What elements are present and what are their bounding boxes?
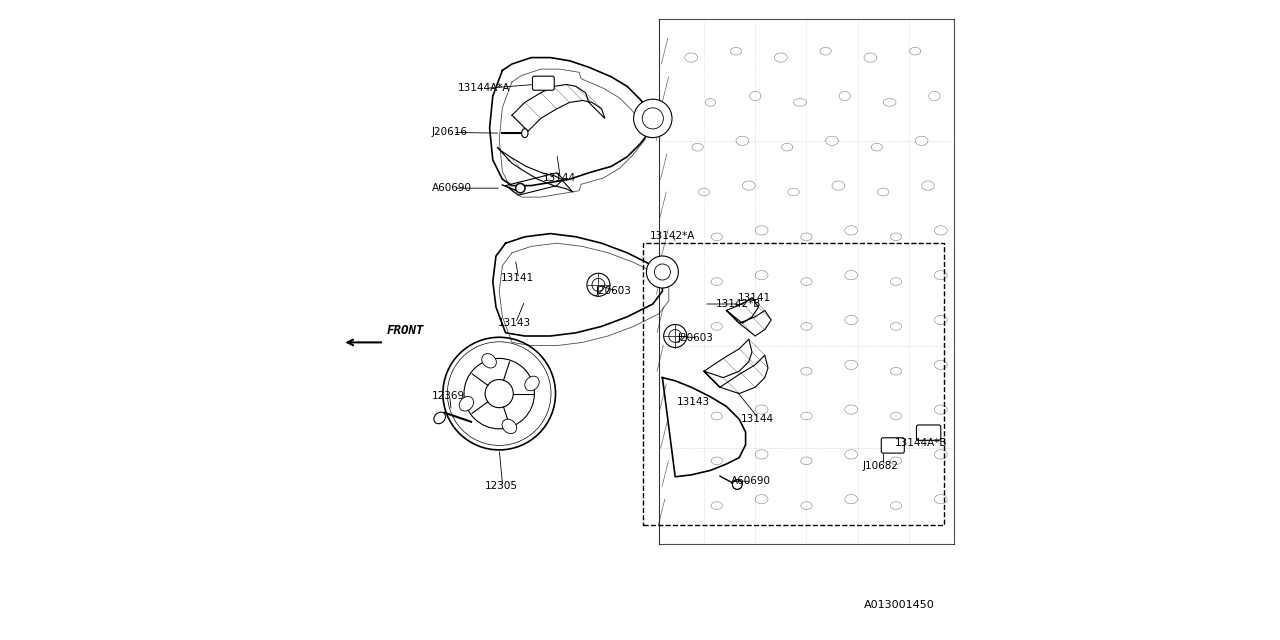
Text: 12305: 12305 (485, 481, 518, 492)
Polygon shape (704, 339, 768, 394)
Circle shape (634, 99, 672, 138)
Text: 12369: 12369 (433, 390, 465, 401)
Text: 13144A*B: 13144A*B (895, 438, 947, 448)
Text: A60690: A60690 (731, 476, 771, 486)
Circle shape (485, 380, 513, 408)
Ellipse shape (525, 376, 539, 391)
Text: J20603: J20603 (595, 286, 631, 296)
Text: 13144: 13144 (741, 413, 774, 424)
Polygon shape (727, 298, 771, 336)
Text: J20616: J20616 (433, 127, 468, 138)
Ellipse shape (481, 354, 497, 368)
Ellipse shape (522, 129, 529, 138)
FancyBboxPatch shape (532, 76, 554, 90)
Ellipse shape (732, 480, 742, 490)
Circle shape (654, 264, 671, 280)
Ellipse shape (502, 419, 517, 433)
Text: 13143: 13143 (498, 318, 531, 328)
Circle shape (643, 108, 663, 129)
Text: 13143: 13143 (677, 397, 710, 407)
Polygon shape (506, 173, 563, 195)
Ellipse shape (516, 184, 525, 193)
Ellipse shape (460, 396, 474, 411)
Text: 13142*B: 13142*B (716, 299, 760, 309)
Text: 13144: 13144 (543, 173, 576, 183)
FancyBboxPatch shape (916, 425, 941, 440)
Text: J20603: J20603 (677, 333, 713, 343)
Text: J10682: J10682 (863, 461, 899, 471)
Text: A60690: A60690 (433, 183, 472, 193)
Ellipse shape (434, 412, 445, 424)
FancyBboxPatch shape (881, 438, 905, 453)
Text: 13142*A: 13142*A (650, 230, 695, 241)
Polygon shape (497, 147, 573, 192)
Polygon shape (512, 84, 604, 131)
Text: FRONT: FRONT (387, 324, 425, 337)
Text: 13141: 13141 (739, 292, 771, 303)
Text: 13144A*A: 13144A*A (458, 83, 511, 93)
Text: 13141: 13141 (502, 273, 534, 284)
Text: A013001450: A013001450 (864, 600, 934, 610)
Circle shape (646, 256, 678, 288)
